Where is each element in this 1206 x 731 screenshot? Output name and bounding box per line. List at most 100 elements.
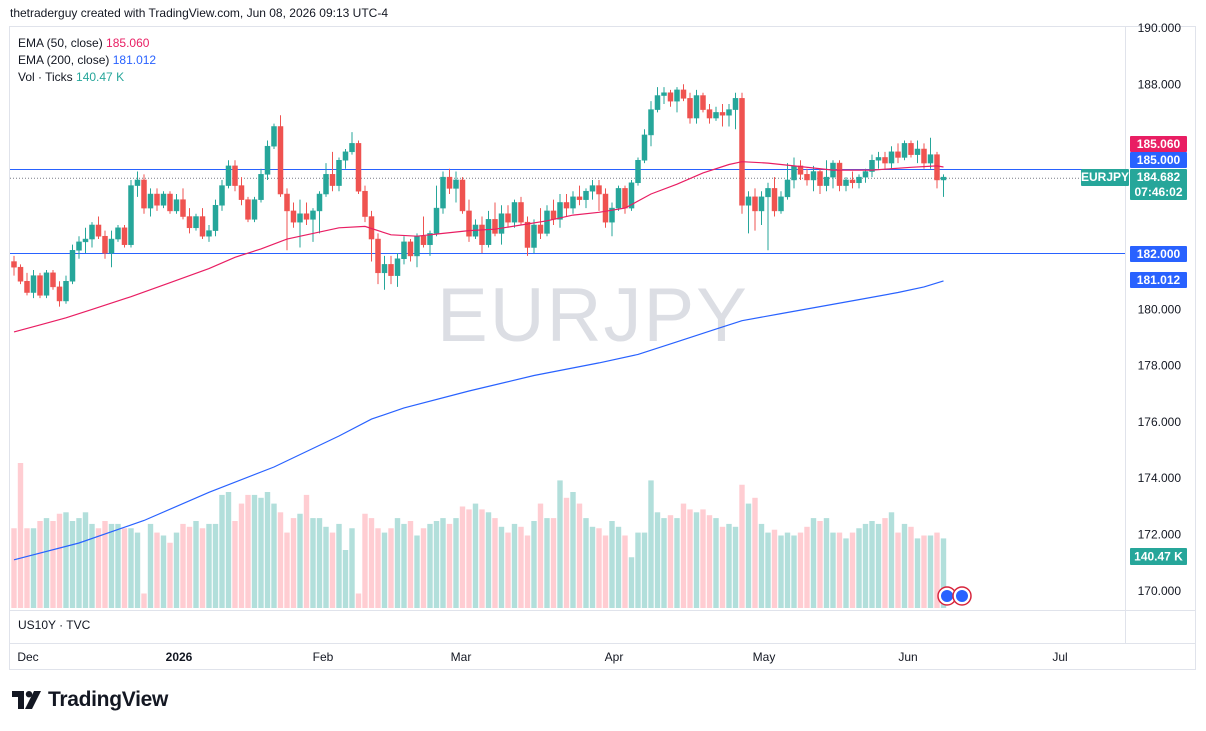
time-tick-label: Jun (898, 650, 917, 664)
volume-bar (583, 518, 589, 608)
volume-bar (310, 518, 316, 608)
candle-body (901, 143, 908, 158)
candle-body (810, 171, 817, 181)
volume-bar (745, 503, 752, 608)
candle-body (225, 165, 232, 186)
volume-bar (115, 523, 121, 608)
volume-bar (492, 518, 498, 608)
volume-bar (537, 503, 544, 608)
volume-bar (622, 535, 628, 608)
volume-bar (739, 484, 745, 608)
ema50-price-tag-text: 185.060 (1137, 137, 1181, 151)
candle-body (160, 193, 167, 206)
candle-body (719, 112, 726, 116)
candle-body (778, 196, 784, 212)
candle-body (479, 224, 485, 245)
candle-body (492, 219, 498, 234)
candle-body (102, 235, 108, 254)
volume-bar (69, 521, 76, 608)
tradingview-logo-text: TradingView (48, 688, 169, 711)
volume-bar (791, 535, 797, 608)
candle-body (37, 275, 43, 296)
volume-bar (245, 494, 251, 608)
volume-bar (934, 532, 940, 608)
volume-bar (128, 528, 134, 608)
candle-body (537, 224, 544, 234)
candle-body (401, 241, 407, 259)
candle-body (934, 154, 940, 181)
volume-bar (37, 521, 43, 608)
candle-body (375, 238, 381, 274)
candle-body (882, 157, 888, 164)
candle-body (173, 199, 180, 212)
candle-body (895, 151, 901, 158)
candle-body (927, 154, 934, 164)
time-tick-label: Feb (313, 650, 334, 664)
volume-bar (758, 523, 765, 608)
lower-pane-label[interactable]: US10Y · TVC (18, 618, 91, 632)
candle-body (700, 95, 706, 110)
legend-ema200-value: 181.012 (112, 53, 157, 67)
volume-bar (765, 532, 771, 608)
candle-body (433, 207, 440, 234)
candle-body (342, 151, 349, 161)
volume-bar (56, 513, 63, 608)
tradingview-logo[interactable]: TradingView (12, 688, 168, 712)
legend-ema200-label: EMA (200, close) (18, 53, 110, 67)
volume-bar (843, 538, 849, 608)
level-185-tag-bg (1130, 152, 1187, 168)
level-182-tag-text: 182.000 (1137, 247, 1181, 261)
candle-body (329, 174, 336, 186)
price-tick-label: 174.000 (1138, 471, 1182, 485)
legend-ema200[interactable]: EMA (200, close) 181.012 (18, 52, 156, 69)
volume-bar (615, 526, 622, 608)
candle-body (622, 188, 628, 209)
volume-bar (830, 532, 836, 608)
volume-bar (856, 528, 862, 608)
candle-body (290, 210, 297, 223)
countdown-tag-text: 07:46:02 (1134, 185, 1182, 199)
candle-body (219, 185, 225, 206)
economic-event-globe-icon (941, 590, 953, 602)
candle-body (56, 286, 63, 302)
candle-body (940, 176, 947, 181)
legend-volume-label: Vol · Ticks (18, 70, 73, 84)
volume-bar (888, 512, 895, 608)
volume-bar (427, 523, 433, 608)
volume-bar (908, 526, 914, 608)
price-tick-label: 188.000 (1138, 77, 1182, 91)
time-tick-label: 2026 (166, 650, 193, 664)
candle-body (602, 193, 609, 223)
volume-bar (102, 521, 108, 608)
volume-bar (901, 523, 908, 608)
volume-bar (810, 518, 817, 608)
volume-bar (771, 529, 778, 608)
legend-volume[interactable]: Vol · Ticks 140.47 K (18, 69, 156, 86)
candle-body (661, 92, 667, 96)
volume-bar (323, 526, 329, 608)
candle-body (453, 179, 459, 189)
volume-bar (531, 521, 537, 608)
volume-bar (193, 521, 199, 608)
candle-body (583, 190, 589, 200)
ema200-price-tag-text: 181.012 (1137, 273, 1181, 287)
candle-body (186, 216, 193, 229)
volume-bar (732, 526, 739, 608)
volume-bar (303, 494, 310, 608)
volume-bar (134, 532, 141, 608)
candle-body (576, 196, 583, 200)
candle-body (388, 264, 394, 276)
candle-body (11, 261, 17, 268)
candle-body (180, 199, 186, 217)
volume-bar (440, 518, 446, 608)
candle-body (680, 89, 687, 99)
candle-body (674, 89, 680, 102)
legend-ema50[interactable]: EMA (50, close) 185.060 (18, 35, 156, 52)
volume-bar (589, 526, 596, 608)
volume-bar (550, 518, 557, 608)
candle-body (63, 281, 69, 302)
candle-body (921, 148, 927, 164)
volume-bar (362, 513, 368, 608)
volume-bar (927, 535, 934, 608)
